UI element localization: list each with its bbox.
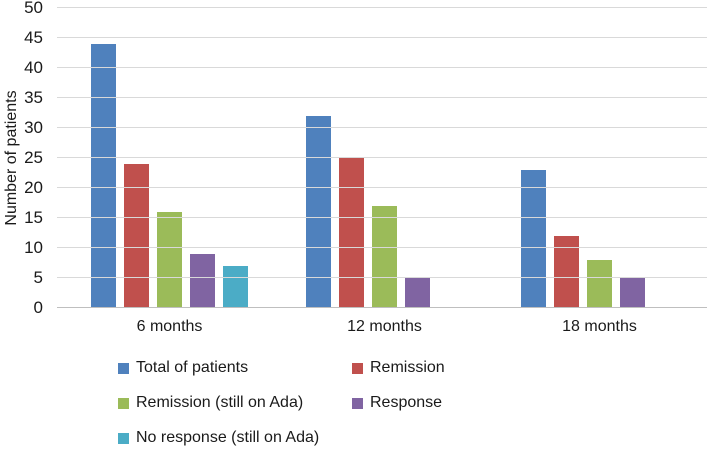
legend-marker-no-response-still-on-ada bbox=[118, 432, 129, 444]
gridline-40 bbox=[57, 67, 707, 68]
legend-marker-response bbox=[352, 397, 363, 409]
legend-marker-remission-still-on-ada bbox=[118, 397, 129, 409]
legend-label-total-of-patients: Total of patients bbox=[136, 359, 249, 376]
bar-remission-18-months bbox=[554, 236, 579, 308]
y-tick-label-10: 10 bbox=[24, 238, 43, 257]
legend-label-response: Response bbox=[370, 394, 443, 411]
legend-label-remission: Remission bbox=[370, 359, 445, 376]
y-tick-label-0: 0 bbox=[33, 298, 43, 317]
gridline-30 bbox=[57, 127, 707, 128]
x-axis-label-12-months: 12 months bbox=[347, 318, 422, 335]
gridline-5 bbox=[57, 277, 707, 278]
bar-total-of-patients-18-months bbox=[521, 170, 546, 308]
y-tick-label-20: 20 bbox=[24, 178, 43, 197]
bar-remission-6-months bbox=[124, 164, 149, 308]
legend-marker-total-of-patients bbox=[118, 362, 129, 374]
bar-response-6-months bbox=[190, 254, 215, 308]
category-group-6-months bbox=[62, 8, 277, 308]
bar-total-of-patients-12-months bbox=[306, 116, 331, 308]
gridline-35 bbox=[57, 97, 707, 98]
legend-label-remission-still-on-ada: Remission (still on Ada) bbox=[136, 394, 304, 411]
gridline-50 bbox=[57, 7, 707, 8]
chart-legend: Total of patients Remission Remission (sti… bbox=[118, 359, 445, 446]
legend-item-remission-still-on-ada: Remission (still on Ada) bbox=[118, 394, 352, 411]
gridline-45 bbox=[57, 37, 707, 38]
bar-response-18-months bbox=[620, 278, 645, 308]
legend-label-no-response-still-on-ada: No response (still on Ada) bbox=[136, 429, 320, 446]
category-group-18-months bbox=[492, 8, 707, 308]
bar-response-12-months bbox=[405, 278, 430, 308]
y-tick-label-15: 15 bbox=[24, 208, 43, 227]
legend-item-no-response-still-on-ada: No response (still on Ada) bbox=[118, 429, 352, 446]
legend-item-response: Response bbox=[352, 394, 445, 411]
y-tick-label-5: 5 bbox=[33, 268, 43, 287]
x-axis-line bbox=[57, 307, 707, 308]
legend-item-total-of-patients: Total of patients bbox=[118, 359, 352, 376]
y-tick-label-35: 35 bbox=[24, 88, 43, 107]
bar-total-of-patients-6-months bbox=[91, 44, 116, 308]
y-tick-label-30: 30 bbox=[24, 118, 43, 137]
gridline-15 bbox=[57, 217, 707, 218]
y-tick-label-25: 25 bbox=[24, 148, 43, 167]
x-axis-label-6-months: 6 months bbox=[136, 318, 203, 335]
gridline-20 bbox=[57, 187, 707, 188]
bar-no-response-still-on-ada-6-months bbox=[223, 266, 248, 308]
legend-marker-remission bbox=[352, 362, 363, 374]
y-tick-label-50: 50 bbox=[24, 0, 43, 17]
category-group-12-months bbox=[277, 8, 492, 308]
gridline-10 bbox=[57, 247, 707, 248]
bar-remission-still-on-ada-6-months bbox=[157, 212, 182, 308]
bar-remission-12-months bbox=[339, 158, 364, 308]
y-tick-label-45: 45 bbox=[24, 28, 43, 47]
gridline-25 bbox=[57, 157, 707, 158]
bar-remission-still-on-ada-12-months bbox=[372, 206, 397, 308]
y-tick-label-40: 40 bbox=[24, 58, 43, 77]
plot-area bbox=[57, 7, 707, 308]
bar-remission-still-on-ada-18-months bbox=[587, 260, 612, 308]
x-axis-labels: 6 months 12 months 18 months bbox=[62, 318, 707, 336]
y-axis-ticks: 0 5 10 15 20 25 30 35 40 45 50 bbox=[0, 0, 46, 317]
legend-item-remission: Remission bbox=[352, 359, 445, 376]
x-axis-label-18-months: 18 months bbox=[562, 318, 637, 335]
bars-layer bbox=[62, 8, 707, 308]
